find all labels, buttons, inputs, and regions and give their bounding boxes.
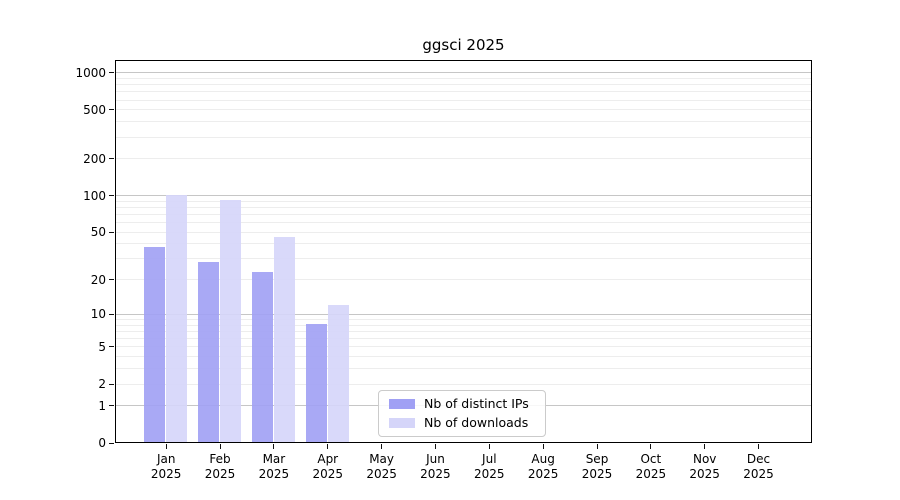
x-tick-label: Mar 2025 — [258, 452, 290, 481]
bar-distinct-ips-apr — [305, 324, 327, 442]
legend-swatch-distinct-ips — [389, 399, 415, 409]
y-tick — [109, 195, 114, 197]
gridline-minor — [116, 279, 811, 281]
y-tick — [109, 72, 114, 74]
x-tick-label: Jun 2025 — [420, 452, 451, 481]
plot-area — [115, 60, 812, 443]
gridline-major — [116, 313, 811, 315]
y-tick-label: 200 — [83, 151, 106, 166]
y-tick-label: 1000 — [75, 65, 106, 80]
x-tick — [381, 443, 383, 449]
gridline-minor — [116, 214, 811, 216]
gridline-minor — [116, 258, 811, 260]
bar-downloads-jan — [166, 194, 188, 442]
bar-distinct-ips-mar — [251, 271, 273, 442]
y-tick — [109, 313, 114, 315]
legend-item-downloads: Nb of downloads — [385, 415, 539, 431]
legend-item-distinct-ips: Nb of distinct IPs — [385, 396, 539, 412]
bar-downloads-apr — [327, 304, 349, 442]
gridline-minor — [116, 346, 811, 348]
y-tick-label: 100 — [83, 188, 106, 203]
x-tick — [596, 443, 598, 449]
gridline-minor — [116, 91, 811, 93]
bar-downloads-mar — [273, 236, 295, 442]
gridline-minor — [116, 319, 811, 321]
y-tick-label: 10 — [90, 307, 106, 322]
y-tick-label: 0 — [98, 436, 106, 450]
y-tick-label: 5 — [98, 339, 106, 354]
x-tick-label: Apr 2025 — [312, 452, 344, 481]
grid-layer — [116, 61, 811, 442]
gridline-minor — [116, 109, 811, 111]
gridline-minor — [116, 222, 811, 224]
gridline-minor — [116, 324, 811, 326]
gridline-major — [116, 72, 811, 74]
y-tick-label: 20 — [90, 272, 106, 287]
y-tick — [109, 109, 114, 111]
bar-distinct-ips-jan — [144, 247, 166, 442]
bar-downloads-feb — [220, 200, 242, 442]
x-tick-label: Feb 2025 — [204, 452, 236, 481]
y-tick-label: 1 — [98, 398, 106, 413]
gridline-major — [116, 195, 811, 197]
gridline-minor — [116, 331, 811, 333]
gridline-minor — [116, 231, 811, 233]
chart-title: ggsci 2025 — [422, 36, 505, 54]
x-tick-label: Dec 2025 — [743, 452, 774, 481]
x-tick — [704, 443, 706, 449]
x-tick-label: Aug 2025 — [527, 452, 559, 481]
x-tick — [219, 443, 221, 449]
gridline-minor — [116, 121, 811, 123]
x-tick — [434, 443, 436, 449]
y-tick — [109, 383, 114, 385]
y-tick — [109, 279, 114, 281]
gridline-minor — [116, 338, 811, 340]
x-tick-label: May 2025 — [366, 452, 397, 481]
legend-label: Nb of distinct IPs — [424, 396, 529, 411]
gridline-minor — [116, 200, 811, 202]
y-tick-label: 500 — [83, 102, 106, 117]
x-tick-label: Nov 2025 — [689, 452, 720, 481]
x-tick-label: Jan 2025 — [150, 452, 182, 481]
y-tick-label: 2 — [98, 377, 106, 392]
x-tick — [327, 443, 329, 449]
x-tick-label: Sep 2025 — [581, 452, 613, 481]
x-tick — [273, 443, 275, 449]
legend-box: Nb of distinct IPs Nb of downloads — [378, 390, 546, 437]
y-tick — [109, 231, 114, 233]
bar-distinct-ips-feb — [198, 261, 220, 442]
gridline-minor — [116, 99, 811, 101]
y-tick — [109, 405, 114, 407]
gridline-minor — [116, 84, 811, 86]
gridline-minor — [116, 158, 811, 160]
y-tick — [109, 346, 114, 348]
y-tick — [109, 158, 114, 160]
gridline-minor — [116, 243, 811, 245]
legend-label: Nb of downloads — [424, 415, 529, 430]
x-tick — [650, 443, 652, 449]
gridline-minor — [116, 383, 811, 385]
gridline-minor — [116, 368, 811, 370]
x-tick-label: Oct 2025 — [635, 452, 667, 481]
x-tick — [758, 443, 760, 449]
x-tick-label: Jul 2025 — [474, 452, 505, 481]
y-tick — [109, 442, 114, 444]
bar-layer — [116, 61, 811, 442]
legend-swatch-downloads — [389, 418, 415, 428]
gridline-minor — [116, 206, 811, 208]
x-tick — [165, 443, 167, 449]
gridline-minor — [116, 356, 811, 358]
x-tick — [488, 443, 490, 449]
gridline-minor — [116, 136, 811, 138]
y-tick-label: 50 — [90, 225, 106, 240]
x-tick — [542, 443, 544, 449]
gridline-minor — [116, 77, 811, 79]
